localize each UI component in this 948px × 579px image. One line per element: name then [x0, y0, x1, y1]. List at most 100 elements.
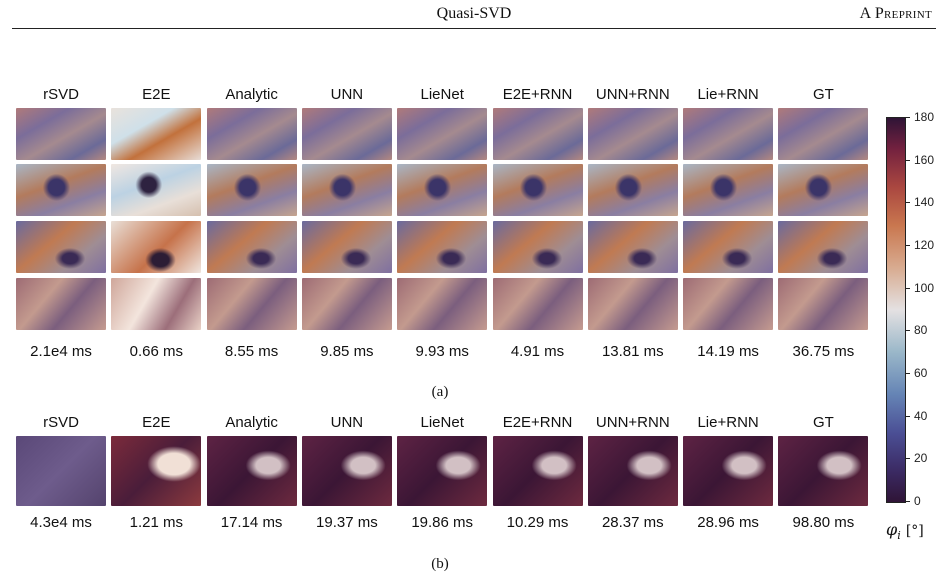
colorbar-tick-label: 80: [914, 323, 928, 338]
result-image-panel_a-r2-c6: [587, 221, 678, 273]
colorbar-tick-label: 140: [914, 195, 935, 210]
result-image-panel_a-r0-c8: [778, 108, 869, 160]
result-image-panel_a-r0-c3: [301, 108, 392, 160]
column-header-panel_b-3: UNN: [330, 414, 364, 431]
timing-label-panel_b-3: 19.37 ms: [316, 514, 378, 531]
timing-label-panel_b-5: 10.29 ms: [506, 514, 569, 531]
timing-label-panel_a-3: 9.85 ms: [320, 343, 374, 360]
timing-label-panel_a-8: 36.75 ms: [792, 343, 855, 360]
timing-label-panel_a-2: 8.55 ms: [224, 343, 279, 360]
column-header-panel_b-0: rSVD: [43, 414, 79, 431]
timing-label-panel_b-1: 1.21 ms: [129, 514, 183, 531]
column-header-panel_a-8: GT: [812, 86, 834, 103]
result-image-panel_a-r1-c5: [492, 164, 583, 216]
column-header-panel_a-5: E2E+RNN: [502, 86, 573, 103]
result-image-panel_a-r3-c2: [206, 278, 297, 330]
column-header-panel_a-2: Analytic: [225, 86, 278, 103]
result-image-panel_a-r1-c7: [683, 164, 774, 216]
result-image-panel_a-r1-c2: [206, 164, 297, 216]
column-header-panel_a-0: rSVD: [43, 86, 79, 103]
result-image-panel_a-r2-c3: [301, 221, 392, 273]
colorbar-tick-mark: [905, 458, 910, 460]
column-header-panel_a-7: Lie+RNN: [697, 86, 759, 103]
result-image-panel_a-r2-c0: [16, 221, 106, 273]
result-image-panel_a-r3-c3: [301, 278, 392, 330]
colorbar-tick-mark: [905, 501, 910, 502]
result-image-panel_a-r3-c5: [492, 278, 583, 330]
result-image-panel_a-r2-c7: [683, 221, 774, 273]
result-image-panel_a-r0-c7: [683, 108, 774, 160]
colorbar-tick-mark: [905, 245, 910, 246]
colorbar-tick-label: 100: [914, 280, 935, 295]
result-image-panel_a-r2-c5: [492, 221, 583, 273]
result-image-panel_a-r2-c4: [397, 221, 488, 273]
result-image-panel_a-r3-c8: [778, 278, 869, 330]
column-header-panel_b-5: E2E+RNN: [502, 414, 573, 431]
timing-label-panel_a-4: 9.93 ms: [415, 343, 469, 360]
colorbar-tick-mark: [905, 415, 910, 417]
column-header-panel_b-7: Lie+RNN: [697, 414, 759, 431]
timing-label-panel_b-6: 28.37 ms: [601, 514, 664, 531]
result-image-panel_a-r3-c6: [587, 278, 678, 330]
result-image-panel_a-r3-c7: [683, 278, 774, 330]
colorbar-tick-label: 20: [914, 451, 928, 466]
timing-label-panel_a-0: 2.1e4 ms: [30, 343, 92, 360]
colorbar-symbol: φ: [886, 520, 898, 539]
column-header-panel_a-4: LieNet: [420, 86, 464, 103]
timing-label-panel_b-7: 28.96 ms: [697, 514, 759, 531]
result-image-panel_a-r3-c4: [397, 278, 488, 330]
result-image-panel_a-r1-c8: [778, 164, 869, 216]
timing-label-panel_a-1: 0.66 ms: [129, 343, 183, 360]
result-image-panel_a-r0-c0: [16, 108, 106, 160]
running-title: Quasi-SVD: [436, 5, 512, 22]
column-header-panel_a-6: UNN+RNN: [595, 86, 670, 103]
colorbar-tick-label: 40: [914, 408, 928, 423]
result-image-panel_a-r2-c8: [778, 221, 869, 273]
result-image-panel_a-r0-c5: [492, 108, 583, 160]
colorbar-tick-mark: [905, 159, 910, 161]
timing-label-panel_a-6: 13.81 ms: [601, 343, 664, 360]
column-header-panel_a-1: E2E: [142, 86, 171, 103]
colorbar-axis-label: φi [°]: [886, 520, 924, 542]
result-image-panel_b-r0-c6: [587, 436, 678, 506]
colorbar-tick-mark: [905, 330, 910, 332]
column-header-panel_a-3: UNN: [330, 86, 364, 103]
colorbar-tick-label: 0: [914, 494, 921, 508]
colorbar-tick-label: 160: [914, 152, 935, 167]
result-image-panel_b-r0-c5: [492, 436, 583, 506]
caption-a: (a): [431, 384, 449, 400]
colorbar-unit: [°]: [905, 523, 924, 539]
timing-label-panel_b-8: 98.80 ms: [792, 514, 855, 531]
running-right-label: A Preprint: [859, 5, 932, 22]
result-image-panel_a-r2-c1: [111, 221, 202, 273]
result-image-panel_a-r1-c0: [16, 164, 106, 216]
colorbar-tick-mark: [905, 287, 910, 289]
column-header-panel_b-8: GT: [812, 414, 834, 431]
result-image-panel_b-r0-c8: [778, 436, 869, 506]
result-image-panel_b-r0-c4: [397, 436, 488, 506]
result-image-panel_b-r0-c3: [301, 436, 392, 506]
result-image-panel_a-r2-c2: [206, 221, 297, 273]
result-image-panel_b-r0-c0: [16, 436, 106, 506]
column-header-panel_b-6: UNN+RNN: [595, 414, 670, 431]
timing-label-panel_b-4: 19.86 ms: [411, 514, 474, 531]
colorbar-tick-label: 120: [914, 238, 935, 252]
colorbar: [886, 117, 906, 503]
colorbar-tick-mark: [905, 373, 910, 374]
result-image-panel_a-r3-c1: [111, 278, 202, 330]
colorbar-tick-label: 180: [914, 110, 935, 124]
column-header-panel_b-1: E2E: [142, 414, 171, 431]
column-header-panel_b-4: LieNet: [420, 414, 464, 431]
timing-label-panel_a-7: 14.19 ms: [697, 343, 759, 360]
colorbar-tick-mark: [905, 202, 910, 204]
result-image-panel_b-r0-c1: [111, 436, 202, 506]
timing-label-panel_b-0: 4.3e4 ms: [30, 514, 92, 531]
result-image-panel_a-r0-c4: [397, 108, 488, 160]
column-header-panel_b-2: Analytic: [225, 414, 278, 431]
result-image-panel_a-r1-c1: [111, 164, 202, 216]
timing-label-panel_a-5: 4.91 ms: [510, 343, 565, 360]
colorbar-tick-label: 60: [914, 366, 928, 380]
result-image-panel_b-r0-c2: [206, 436, 297, 506]
result-image-panel_a-r1-c3: [301, 164, 392, 216]
caption-b: (b): [431, 556, 449, 572]
